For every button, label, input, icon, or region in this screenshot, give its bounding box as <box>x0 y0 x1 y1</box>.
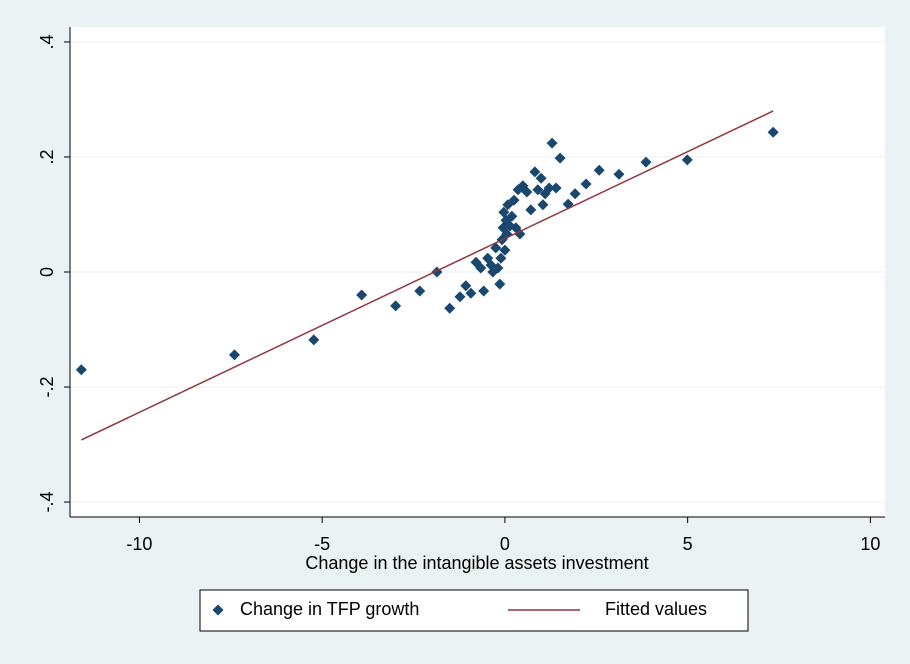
point <box>521 186 533 198</box>
point <box>499 244 511 256</box>
point <box>525 204 537 216</box>
x-tick-label: 0 <box>500 534 510 554</box>
point <box>454 291 466 303</box>
x-tick-label: -10 <box>126 534 152 554</box>
point <box>498 206 510 218</box>
point <box>390 300 402 312</box>
point <box>475 262 487 274</box>
point <box>492 262 504 274</box>
point <box>532 184 544 196</box>
y-tick-label: .2 <box>37 149 57 164</box>
point <box>465 287 477 299</box>
legend-label: Change in TFP growth <box>240 599 419 619</box>
point <box>75 364 87 376</box>
point <box>228 349 240 361</box>
x-tick-label: -5 <box>314 534 330 554</box>
point <box>613 168 625 180</box>
legend-label: Fitted values <box>605 599 707 619</box>
point <box>681 154 693 166</box>
point <box>506 210 518 222</box>
point <box>543 182 555 194</box>
y-tick-label: .4 <box>37 34 57 49</box>
y-tick-label: -.2 <box>37 377 57 398</box>
y-tick-label: -.4 <box>37 492 57 513</box>
point <box>529 166 541 178</box>
point <box>640 156 652 168</box>
point <box>414 285 426 297</box>
point <box>508 194 520 206</box>
point <box>356 289 368 301</box>
legend-marker <box>212 604 224 616</box>
fit-line <box>81 110 774 441</box>
point <box>546 137 558 149</box>
point <box>593 164 605 176</box>
point <box>767 126 779 138</box>
x-axis-label: Change in the intangible assets investme… <box>305 553 648 573</box>
point <box>308 334 320 346</box>
point <box>490 242 502 254</box>
point <box>569 188 581 200</box>
point <box>554 152 566 164</box>
point <box>478 285 490 297</box>
point <box>460 280 472 292</box>
x-tick-label: 5 <box>683 534 693 554</box>
legend <box>199 589 749 632</box>
x-tick-label: 10 <box>860 534 880 554</box>
point <box>537 199 549 211</box>
y-tick-label: 0 <box>37 267 57 277</box>
point <box>535 172 547 184</box>
point <box>494 278 506 290</box>
point <box>580 178 592 190</box>
point <box>514 228 526 240</box>
point <box>495 252 507 264</box>
point <box>502 199 514 211</box>
point <box>550 182 562 194</box>
point <box>444 302 456 314</box>
